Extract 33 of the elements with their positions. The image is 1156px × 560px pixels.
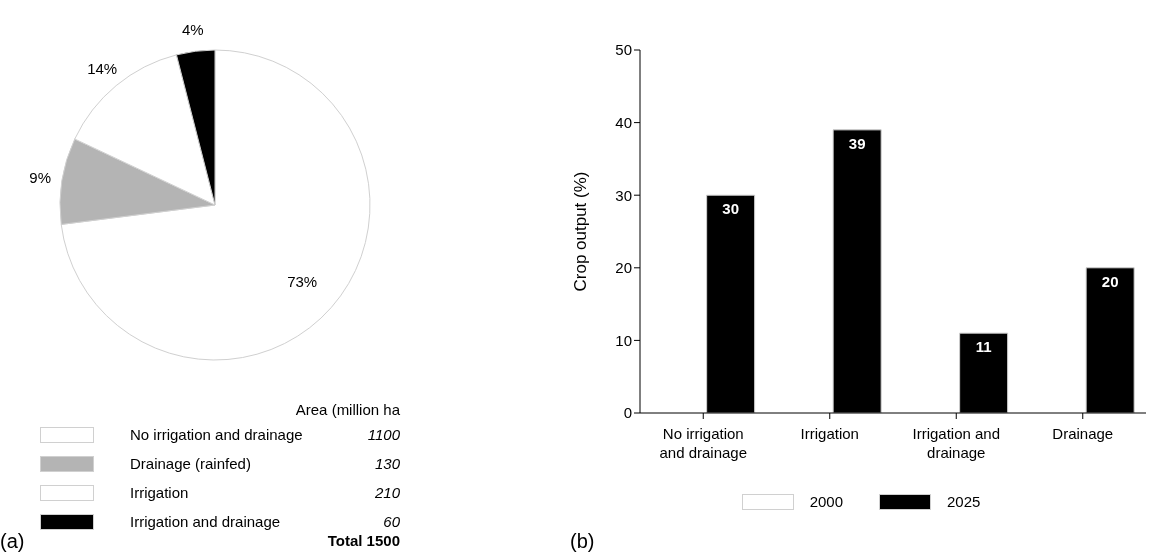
y-tick-label: 0	[623, 404, 632, 422]
legend-label: Drainage (rainfed)	[130, 455, 252, 472]
data-label: 11	[975, 338, 992, 356]
legend-label: Irrigation	[130, 484, 190, 501]
y-tick-label: 20	[615, 259, 632, 277]
data-label: 9%	[29, 168, 52, 186]
text: (a)	[0, 530, 25, 553]
data-label: 73%	[287, 273, 318, 291]
text: 210	[373, 484, 400, 501]
data-label: 39	[848, 135, 866, 153]
data-label: 20	[1101, 273, 1119, 290]
legend-label: 2025	[947, 493, 981, 510]
y-tick-label: 40	[615, 113, 632, 131]
x-tick-label: No irrigation and drainage	[659, 425, 748, 461]
text: 1100	[366, 426, 400, 443]
x-tick-label: Irrigation and drainage	[912, 425, 1001, 461]
y-tick-label: 30	[615, 186, 632, 204]
y-axis-title: Crop output (%)	[571, 171, 591, 292]
data-label: 30	[722, 200, 739, 218]
text: (b)	[570, 530, 595, 553]
pie-slice	[60, 49, 371, 361]
text: Total 1500	[326, 532, 400, 549]
text: 130	[373, 455, 400, 472]
x-tick-label: Irrigation	[800, 425, 859, 442]
data-label: 14%	[87, 60, 118, 78]
legend-title: Area (million ha	[294, 400, 400, 420]
y-tick-label: 50	[615, 41, 632, 59]
text: 60	[382, 513, 400, 530]
x-tick-label: Drainage	[1052, 425, 1114, 442]
y-tick-label: 10	[615, 331, 632, 349]
legend-label: Irrigation and drainage	[130, 513, 282, 530]
legend-label: 2000	[809, 493, 843, 510]
data-label: 4%	[181, 20, 204, 38]
